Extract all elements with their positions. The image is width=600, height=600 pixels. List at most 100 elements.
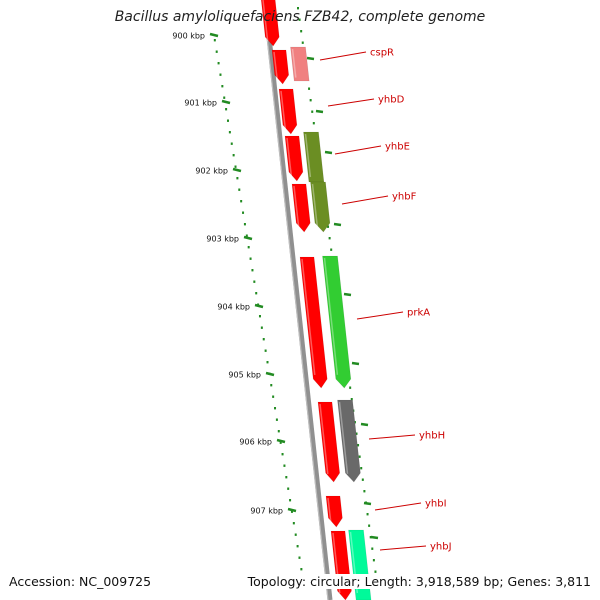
label-leader-line xyxy=(341,195,389,205)
gene-arrow-highlight xyxy=(323,257,339,375)
outer-ruler-dot xyxy=(374,570,377,573)
cds-features xyxy=(260,0,352,600)
ruler-dot xyxy=(238,188,241,191)
ruler-dot xyxy=(236,177,239,180)
outer-ruler-tick xyxy=(315,109,324,114)
cds-arrow xyxy=(260,0,280,47)
outer-ruler-dot xyxy=(349,386,352,389)
gene-arrow xyxy=(322,255,352,389)
ruler-dot xyxy=(219,73,222,76)
ruler-dot xyxy=(287,487,290,490)
ruler-dot xyxy=(251,269,254,272)
outer-ruler-dot xyxy=(361,478,364,481)
outer-ruler-tick xyxy=(363,501,372,506)
ruler-dot xyxy=(228,131,231,134)
ruler-tick xyxy=(243,235,253,241)
cds-arrow-highlight xyxy=(327,497,332,524)
ruler-dot xyxy=(217,62,220,65)
gene-arrow-highlight xyxy=(338,401,349,474)
ruler-dot xyxy=(292,522,295,525)
ruler-dot xyxy=(215,50,218,53)
ruler-dot xyxy=(260,326,263,329)
cds-arrow-highlight xyxy=(273,51,279,81)
ruler-dot xyxy=(240,200,243,203)
outer-ruler-tick xyxy=(306,56,315,61)
label-leader-line xyxy=(374,502,422,511)
gene-arrow-highlight xyxy=(311,183,319,228)
backbone xyxy=(262,0,333,600)
ruler-tick xyxy=(276,438,286,444)
outer-ruler-dot xyxy=(309,99,312,102)
outer-ruler-dot xyxy=(369,536,372,539)
gene-labels: cspR yhbD yhbE yhbF prkA yhbH yhbI yhbJ xyxy=(319,48,452,553)
ruler-dot xyxy=(264,349,267,352)
outer-ruler-tick xyxy=(333,222,342,227)
outer-ruler-dot xyxy=(355,432,358,435)
outer-ruler-tick xyxy=(324,150,333,155)
ruler-tick-label: 907 kbp xyxy=(250,507,283,516)
cds-arrow-highlight xyxy=(301,258,316,375)
ruler-dot xyxy=(289,499,292,502)
ruler-dot xyxy=(234,165,237,168)
ruler-dot xyxy=(277,430,280,433)
ruler-tick xyxy=(254,303,264,309)
ruler-dot xyxy=(230,142,233,145)
outer-ruler-dot xyxy=(311,110,314,113)
backbone-line xyxy=(262,0,333,600)
accession-text: Accession: NC_009725 xyxy=(9,574,152,589)
ruler-dot xyxy=(249,257,252,260)
backbone-highlight xyxy=(262,0,329,600)
outer-ruler-dot xyxy=(360,467,363,470)
outer-ruler-dot xyxy=(357,444,360,447)
gene-features xyxy=(290,46,372,600)
gene-label: yhbF xyxy=(392,192,417,203)
outer-ruler-dot xyxy=(297,7,299,10)
outer-ruler-dot xyxy=(368,524,371,527)
ruler-dot xyxy=(296,545,299,548)
cds-arrow-highlight xyxy=(286,137,293,177)
ruler-tick-label: 905 kbp xyxy=(228,371,261,380)
gene-arrow-highlight xyxy=(291,48,297,78)
outer-ruler-dot xyxy=(372,559,375,562)
gene-label: yhbJ xyxy=(430,542,452,553)
gene-label: cspR xyxy=(370,48,394,59)
ruler-tick-label: 903 kbp xyxy=(206,235,239,244)
cds-arrow xyxy=(317,401,341,483)
ruler-tick-label: 904 kbp xyxy=(217,303,250,312)
outer-ruler-dot xyxy=(366,513,369,516)
ruler-tick-label: 900 kbp xyxy=(172,32,205,41)
ruler-dot xyxy=(272,395,275,398)
ruler-dot xyxy=(300,568,303,571)
gene-arrow-highlight xyxy=(304,133,312,178)
gene-arrow xyxy=(337,399,361,483)
outer-ruler-tick xyxy=(360,422,369,427)
ruler-tick xyxy=(209,32,219,38)
label-leader-line xyxy=(319,51,367,61)
ruler-dot xyxy=(232,154,235,157)
ruler-dot xyxy=(255,292,258,295)
ruler-dot xyxy=(242,211,245,214)
cds-arrow xyxy=(291,183,311,233)
ruler-dot xyxy=(266,361,269,364)
outer-ruler-dot xyxy=(350,398,353,401)
ruler-dot xyxy=(285,476,288,479)
outer-ruler-dot xyxy=(371,547,374,550)
gene-label: yhbI xyxy=(425,499,447,510)
cds-arrow xyxy=(284,135,304,182)
outer-ruler-dot xyxy=(328,237,331,240)
gene-arrow xyxy=(290,46,310,82)
ruler-tick xyxy=(265,371,275,377)
outer-ruler-dot xyxy=(358,455,361,458)
outer-ruler-dot xyxy=(300,30,303,33)
outer-ruler-dot xyxy=(327,225,330,228)
ruler-tick xyxy=(287,507,297,513)
label-leader-line xyxy=(356,311,404,320)
outer-ruler-tick xyxy=(370,535,379,540)
cds-arrow xyxy=(278,88,298,135)
ruler-tick-label: 906 kbp xyxy=(239,438,272,447)
cds-arrow-highlight xyxy=(319,403,329,475)
ruler-dot xyxy=(262,338,265,341)
ruler-tick-label: 901 kbp xyxy=(184,99,217,108)
label-leader-line xyxy=(379,545,427,551)
